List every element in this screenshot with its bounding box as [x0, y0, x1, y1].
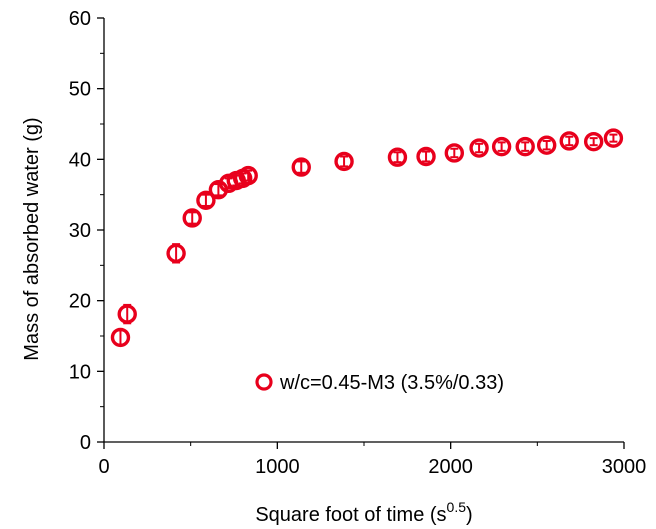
data-point-marker: [117, 304, 137, 324]
data-point: [182, 208, 202, 228]
data-point: [444, 143, 465, 163]
data-point-marker: [583, 131, 604, 152]
legend: w/c=0.45-M3 (3.5%/0.33): [255, 372, 504, 394]
data-point: [110, 327, 131, 348]
legend-label: w/c=0.45-M3 (3.5%/0.33): [279, 372, 504, 394]
data-point: [166, 243, 186, 264]
data-point-marker: [469, 138, 489, 158]
data-point: [117, 303, 137, 325]
data-point-marker: [291, 157, 311, 177]
x-axis-title-main: Square foot of time (s: [255, 504, 446, 526]
data-point-marker: [166, 243, 186, 264]
data-point: [291, 157, 311, 177]
x-tick-label: 0: [98, 456, 109, 478]
y-tick-label: 60: [69, 8, 91, 30]
y-tick-label: 20: [69, 291, 91, 313]
data-point-marker: [238, 165, 258, 186]
data-point-marker: [444, 143, 465, 163]
data-point: [536, 135, 557, 155]
x-tick-label: 2000: [428, 456, 473, 478]
data-points: [110, 128, 624, 348]
data-point-marker: [559, 131, 579, 151]
y-axis-title: Mass of absorbed water (g): [21, 117, 43, 360]
data-point-marker: [603, 128, 624, 148]
x-axis-title: Square foot of time (s0.5): [255, 499, 472, 526]
data-point: [334, 151, 354, 172]
y-tick-label: 40: [69, 149, 91, 171]
x-tick-label: 1000: [255, 456, 300, 478]
data-point: [491, 136, 512, 157]
x-axis-title-close: ): [466, 504, 473, 526]
data-point: [196, 190, 216, 211]
data-point: [387, 147, 408, 167]
data-point: [469, 138, 489, 158]
legend-marker: [255, 373, 273, 391]
y-tick-label: 30: [69, 220, 91, 242]
y-tick-label: 10: [69, 361, 91, 383]
data-point-marker: [110, 327, 131, 348]
data-point: [238, 165, 258, 186]
data-point-marker: [536, 135, 557, 155]
data-point-marker: [334, 151, 354, 172]
data-point-marker: [196, 190, 216, 211]
data-point: [515, 136, 535, 157]
data-point-marker: [515, 136, 535, 157]
data-point-marker: [416, 146, 436, 167]
y-tick-label: 0: [80, 432, 91, 454]
data-point-marker: [491, 136, 512, 157]
x-axis-ticks: 0 1000 2000 3000: [98, 442, 646, 478]
data-point: [583, 131, 604, 152]
y-axis-ticks: 0 10 20 30 40 50 60: [69, 8, 104, 454]
x-axis-title-sup: 0.5: [447, 499, 467, 515]
data-point-marker: [182, 208, 202, 228]
x-tick-label: 3000: [602, 456, 647, 478]
y-tick-label: 50: [69, 79, 91, 101]
data-point: [416, 146, 436, 167]
data-point-marker: [387, 147, 408, 167]
data-point: [559, 131, 579, 151]
data-point: [603, 128, 624, 148]
